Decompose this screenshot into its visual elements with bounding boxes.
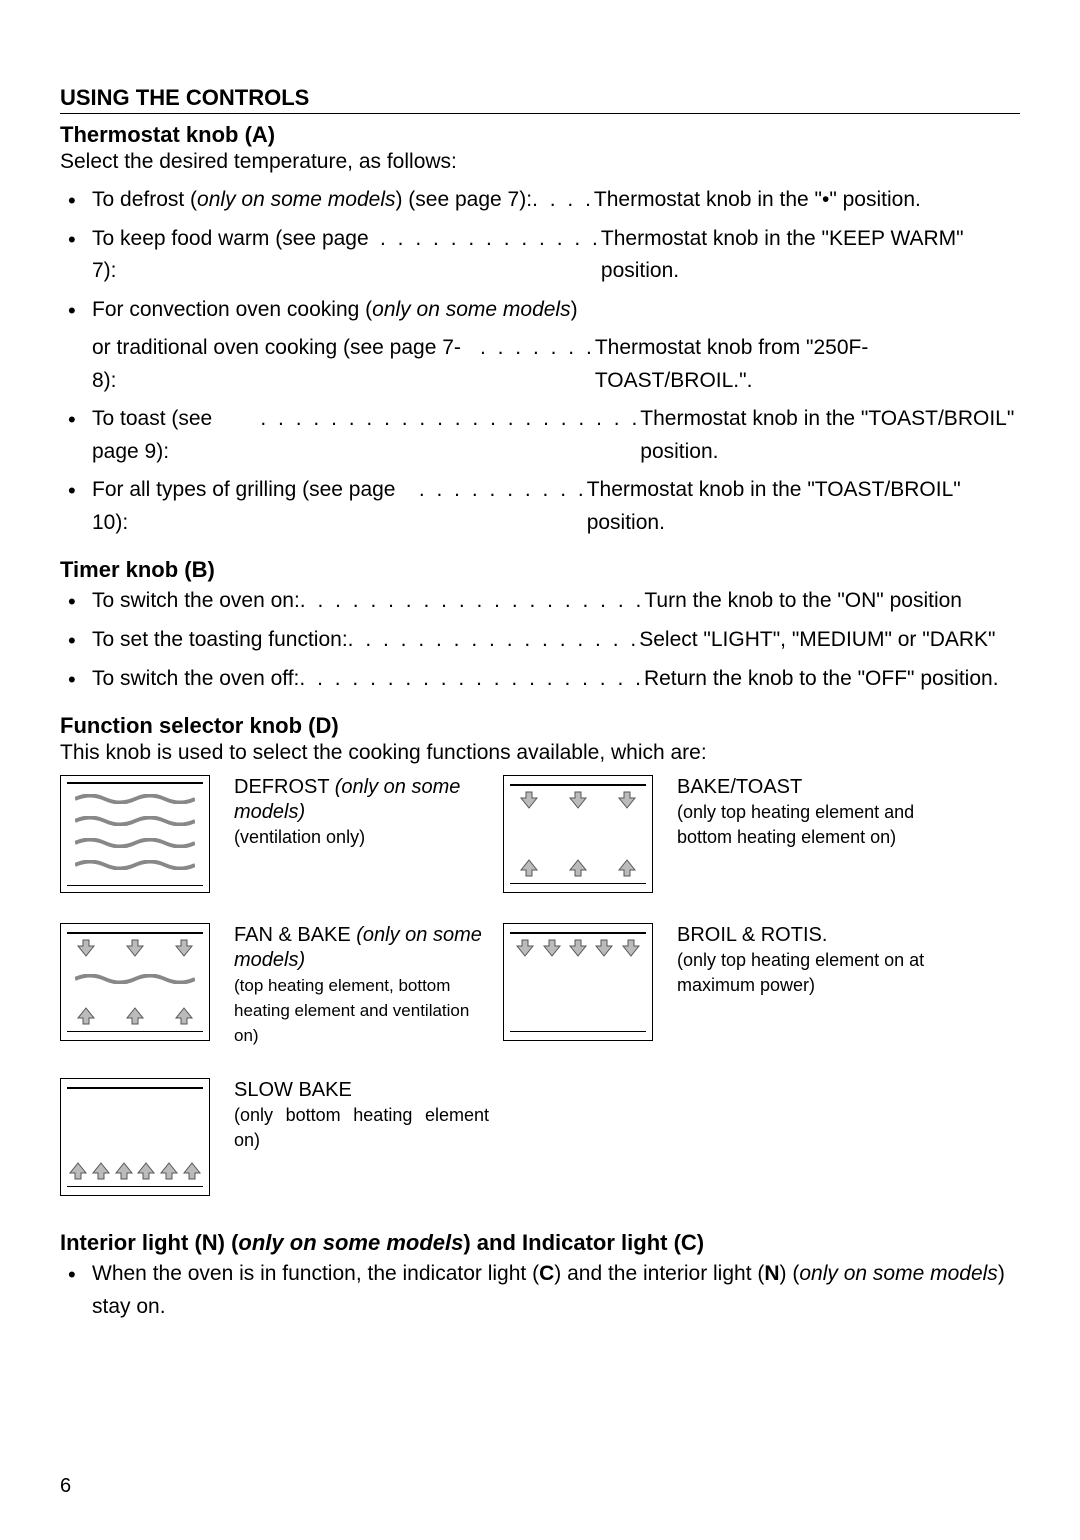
function-desc: BROIL & ROTIS. (only top heating element…	[677, 923, 932, 998]
interior-light-heading: Interior light (N) (only on some models)…	[60, 1230, 1020, 1256]
thermostat-item: To keep food warm (see page 7): . . . . …	[88, 223, 1020, 288]
bake-toast-icon	[503, 775, 653, 893]
thermostat-list: To defrost (only on some models) (see pa…	[60, 184, 1020, 539]
function-grid: DEFROST (only on some models) (ventilati…	[60, 775, 1020, 1196]
thermostat-item: For all types of grilling (see page 10):…	[88, 474, 1020, 539]
timer-item: To set the toasting function: . . . . . …	[88, 624, 1020, 657]
defrost-icon	[60, 775, 210, 893]
function-intro: This knob is used to select the cooking …	[60, 741, 1020, 765]
section-title: USING THE CONTROLS	[60, 85, 1020, 114]
function-desc: DEFROST (only on some models) (ventilati…	[234, 775, 489, 850]
broil-rotis-icon	[503, 923, 653, 1041]
thermostat-heading: Thermostat knob (A)	[60, 122, 1020, 148]
function-desc: SLOW BAKE (only bottom heating element o…	[234, 1078, 489, 1153]
fan-bake-icon	[60, 923, 210, 1041]
thermostat-item: To defrost (only on some models) (see pa…	[88, 184, 1020, 217]
page-number: 6	[60, 1475, 71, 1498]
timer-item: To switch the oven on: . . . . . . . . .…	[88, 585, 1020, 618]
interior-light-list: When the oven is in function, the indica…	[60, 1258, 1020, 1323]
slow-bake-icon	[60, 1078, 210, 1196]
timer-item: To switch the oven off: . . . . . . . . …	[88, 663, 1020, 696]
timer-heading: Timer knob (B)	[60, 557, 1020, 583]
interior-light-item: When the oven is in function, the indica…	[88, 1258, 1020, 1323]
function-desc: FAN & BAKE (only on some models) (top he…	[234, 923, 489, 1048]
thermostat-intro: Select the desired temperature, as follo…	[60, 150, 1020, 174]
function-heading: Function selector knob (D)	[60, 713, 1020, 739]
function-desc: BAKE/TOAST (only top heating element and…	[677, 775, 932, 850]
thermostat-item: To toast (see page 9): . . . . . . . . .…	[88, 403, 1020, 468]
timer-list: To switch the oven on: . . . . . . . . .…	[60, 585, 1020, 695]
thermostat-item: For convection oven cooking (only on som…	[88, 294, 1020, 398]
